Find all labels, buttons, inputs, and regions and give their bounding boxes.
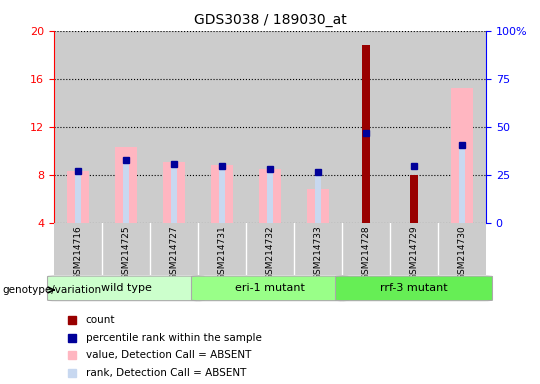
Text: GSM214732: GSM214732	[266, 225, 274, 280]
Bar	[342, 31, 390, 223]
Bar	[294, 31, 342, 223]
Text: genotype/variation: genotype/variation	[3, 285, 102, 295]
Bar	[362, 45, 369, 223]
Text: eri-1 mutant: eri-1 mutant	[235, 283, 305, 293]
Text: GSM214725: GSM214725	[122, 225, 131, 280]
Bar	[459, 145, 465, 223]
Text: GSM214716: GSM214716	[73, 225, 83, 280]
Bar	[219, 166, 225, 223]
Text: rrf-3 mutant: rrf-3 mutant	[380, 283, 448, 293]
Bar	[410, 175, 417, 223]
Bar	[259, 169, 281, 223]
Bar	[390, 31, 438, 223]
Bar	[54, 31, 102, 223]
FancyBboxPatch shape	[48, 276, 205, 301]
Bar	[67, 171, 89, 223]
Text: GSM214730: GSM214730	[457, 225, 467, 280]
Bar	[102, 31, 150, 223]
Text: wild type: wild type	[100, 283, 151, 293]
Bar	[171, 164, 177, 223]
Bar	[451, 88, 473, 223]
Text: GSM214733: GSM214733	[314, 225, 322, 280]
Text: GSM214731: GSM214731	[218, 225, 226, 280]
Bar	[307, 189, 329, 223]
Bar	[123, 161, 129, 223]
Bar	[438, 31, 486, 223]
Bar	[246, 31, 294, 223]
Bar	[150, 31, 198, 223]
Text: GSM214729: GSM214729	[409, 225, 418, 280]
Bar	[267, 169, 273, 223]
Text: rank, Detection Call = ABSENT: rank, Detection Call = ABSENT	[86, 368, 246, 378]
Bar	[198, 31, 246, 223]
Bar	[163, 162, 185, 223]
FancyBboxPatch shape	[192, 276, 348, 301]
Bar	[115, 147, 137, 223]
Text: GSM214728: GSM214728	[361, 225, 370, 280]
FancyBboxPatch shape	[335, 276, 492, 301]
Title: GDS3038 / 189030_at: GDS3038 / 189030_at	[194, 13, 346, 27]
Text: percentile rank within the sample: percentile rank within the sample	[86, 333, 261, 343]
Bar	[75, 171, 81, 223]
Text: value, Detection Call = ABSENT: value, Detection Call = ABSENT	[86, 350, 251, 360]
Text: count: count	[86, 315, 115, 325]
Text: GSM214727: GSM214727	[170, 225, 179, 280]
Bar	[315, 172, 321, 223]
Bar	[211, 165, 233, 223]
